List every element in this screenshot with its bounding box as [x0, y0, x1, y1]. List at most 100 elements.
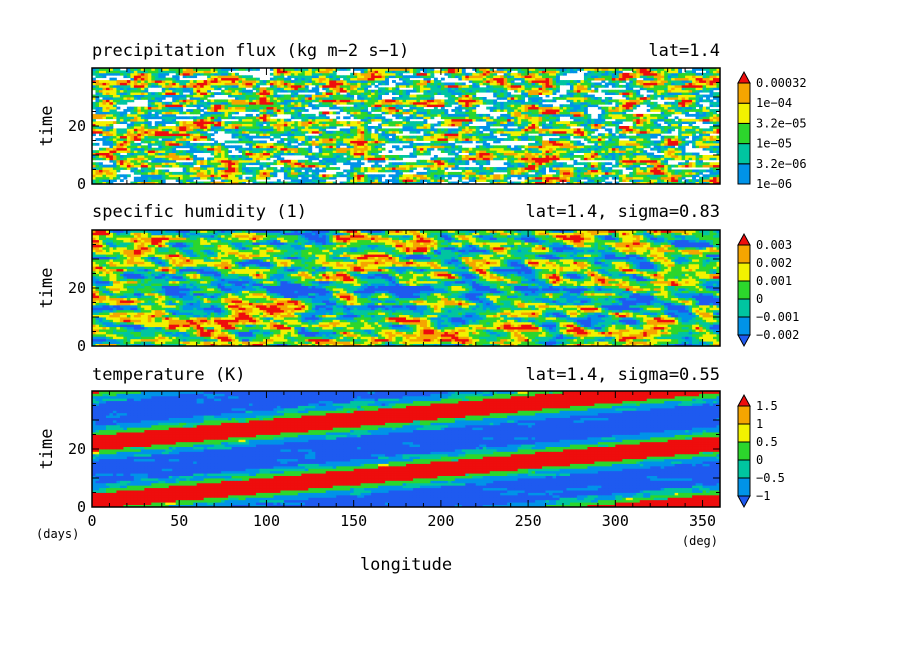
heatmap-cell: [594, 155, 599, 158]
heatmap-cell: [200, 116, 205, 120]
heatmap-cell: [165, 157, 170, 161]
heatmap-cell: [364, 128, 369, 132]
heatmap-cell: [486, 150, 491, 153]
heatmap-cell: [632, 162, 637, 166]
heatmap-cell: [664, 171, 669, 175]
heatmap-cell: [594, 145, 599, 149]
heatmap-cell: [660, 147, 665, 151]
heatmap-cell: [657, 150, 662, 153]
heatmap-cell: [535, 179, 539, 182]
heatmap-cell: [311, 128, 316, 132]
heatmap-cell: [660, 113, 665, 117]
heatmap-cell: [566, 121, 571, 124]
heatmap-cell: [140, 179, 145, 182]
heatmap-cell: [573, 106, 578, 110]
heatmap-cell: [632, 106, 637, 110]
heatmap-cell: [472, 157, 477, 161]
heatmap-cell: [531, 116, 536, 120]
heatmap-cell: [147, 147, 152, 151]
heatmap-cell: [611, 133, 616, 137]
heatmap-cell: [322, 142, 327, 146]
heatmap-cell: [283, 159, 288, 163]
heatmap-cell: [294, 174, 299, 178]
heatmap-cell: [517, 130, 522, 134]
heatmap-cell: [395, 116, 400, 120]
heatmap-cell: [266, 142, 271, 146]
heatmap-cell: [378, 104, 382, 108]
heatmap-cell: [280, 147, 285, 151]
heatmap-cell: [430, 167, 435, 170]
heatmap-cell: [702, 147, 707, 151]
heatmap-cell: [287, 104, 292, 108]
heatmap-cell: [378, 179, 382, 182]
heatmap-cell: [217, 157, 222, 161]
heatmap-cell: [255, 157, 260, 161]
heatmap-cell: [112, 101, 117, 105]
heatmap-cell: [140, 157, 145, 161]
heatmap-cell: [283, 176, 288, 180]
heatmap-cell: [433, 174, 438, 178]
heatmap-cell: [137, 181, 142, 185]
heatmap-cell: [597, 164, 602, 168]
heatmap-cell: [444, 162, 449, 166]
heatmap-cell: [255, 150, 260, 153]
heatmap-cell: [517, 104, 522, 108]
heatmap-cell: [269, 111, 274, 115]
heatmap-cell: [266, 130, 271, 134]
heatmap-cell: [447, 171, 452, 175]
heatmap-cell: [699, 109, 703, 112]
heatmap-cell: [364, 123, 369, 127]
heatmap-cell: [451, 116, 456, 120]
heatmap-cell: [137, 133, 142, 137]
heatmap-cell: [590, 118, 595, 122]
heatmap-cell: [535, 104, 539, 108]
heatmap-cell: [646, 145, 651, 149]
heatmap-cell: [301, 152, 306, 156]
heatmap-cell: [440, 179, 445, 182]
heatmap-cell: [322, 126, 327, 129]
heatmap-cell: [290, 126, 295, 129]
heatmap-cell: [315, 167, 320, 170]
heatmap-cell: [193, 116, 198, 120]
heatmap-cell: [618, 118, 623, 122]
heatmap-cell: [416, 145, 421, 149]
heatmap-cell: [287, 135, 292, 139]
heatmap-cell: [137, 126, 142, 129]
heatmap-cell: [594, 123, 599, 127]
heatmap-cell: [580, 157, 585, 161]
heatmap-cell: [154, 150, 159, 153]
heatmap-cell: [611, 147, 616, 151]
heatmap-cell: [646, 152, 651, 156]
heatmap-cell: [168, 142, 173, 146]
heatmap-cell: [105, 174, 110, 178]
heatmap-cell: [597, 116, 602, 120]
heatmap-cell: [322, 176, 327, 180]
heatmap-cell: [165, 104, 170, 108]
heatmap-cell: [503, 147, 508, 151]
heatmap-cell: [308, 179, 313, 182]
heatmap-cell: [221, 145, 225, 149]
heatmap-cell: [580, 106, 585, 110]
heatmap-cell: [524, 145, 529, 149]
heatmap-cell: [517, 145, 522, 149]
heatmap-cell: [528, 162, 532, 166]
heatmap-cell: [632, 118, 637, 122]
heatmap-cell: [269, 106, 274, 110]
heatmap-cell: [507, 150, 512, 153]
heatmap-cell: [161, 111, 166, 115]
heatmap-cell: [587, 171, 592, 175]
heatmap-cell: [130, 109, 135, 112]
heatmap-cell: [674, 142, 679, 146]
heatmap-cell: [521, 128, 526, 132]
heatmap-cell: [301, 159, 306, 163]
heatmap-cell: [625, 159, 630, 163]
heatmap-cell: [601, 133, 606, 137]
heatmap-cell: [629, 159, 634, 163]
heatmap-cell: [524, 135, 529, 139]
heatmap-cell: [144, 140, 149, 144]
heatmap-cell: [304, 167, 309, 170]
heatmap-cell: [496, 140, 501, 144]
heatmap-cell: [406, 138, 410, 141]
heatmap-cell: [151, 152, 156, 156]
heatmap-cell: [618, 155, 623, 158]
